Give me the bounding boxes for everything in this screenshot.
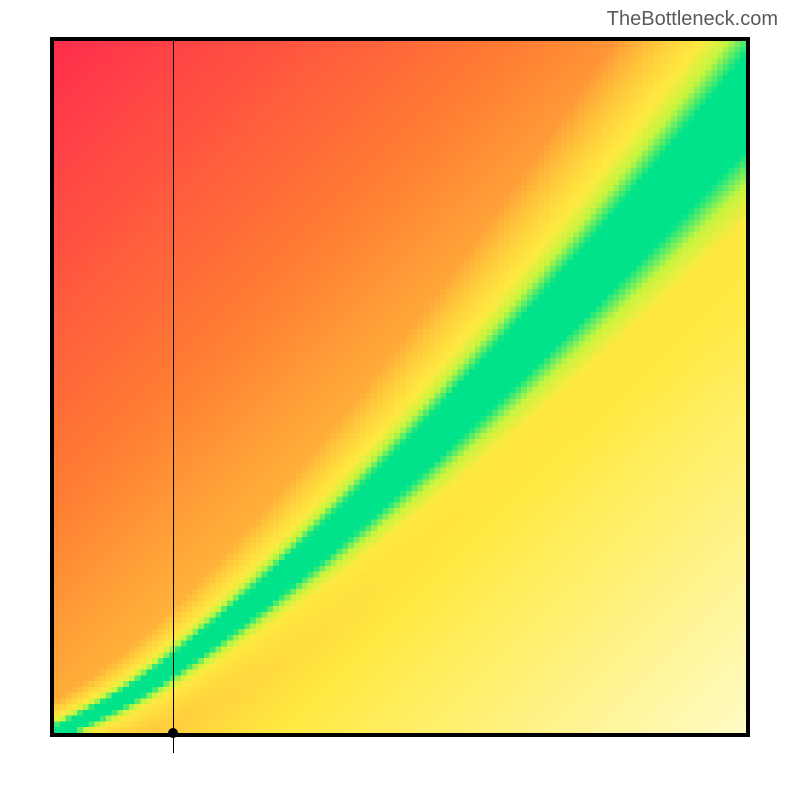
marker-point [168, 728, 178, 738]
watermark-text: TheBottleneck.com [607, 8, 778, 31]
crosshair-vertical [173, 37, 174, 753]
heatmap-canvas [54, 41, 746, 733]
heatmap-chart [50, 37, 750, 737]
crosshair-horizontal [50, 733, 750, 734]
